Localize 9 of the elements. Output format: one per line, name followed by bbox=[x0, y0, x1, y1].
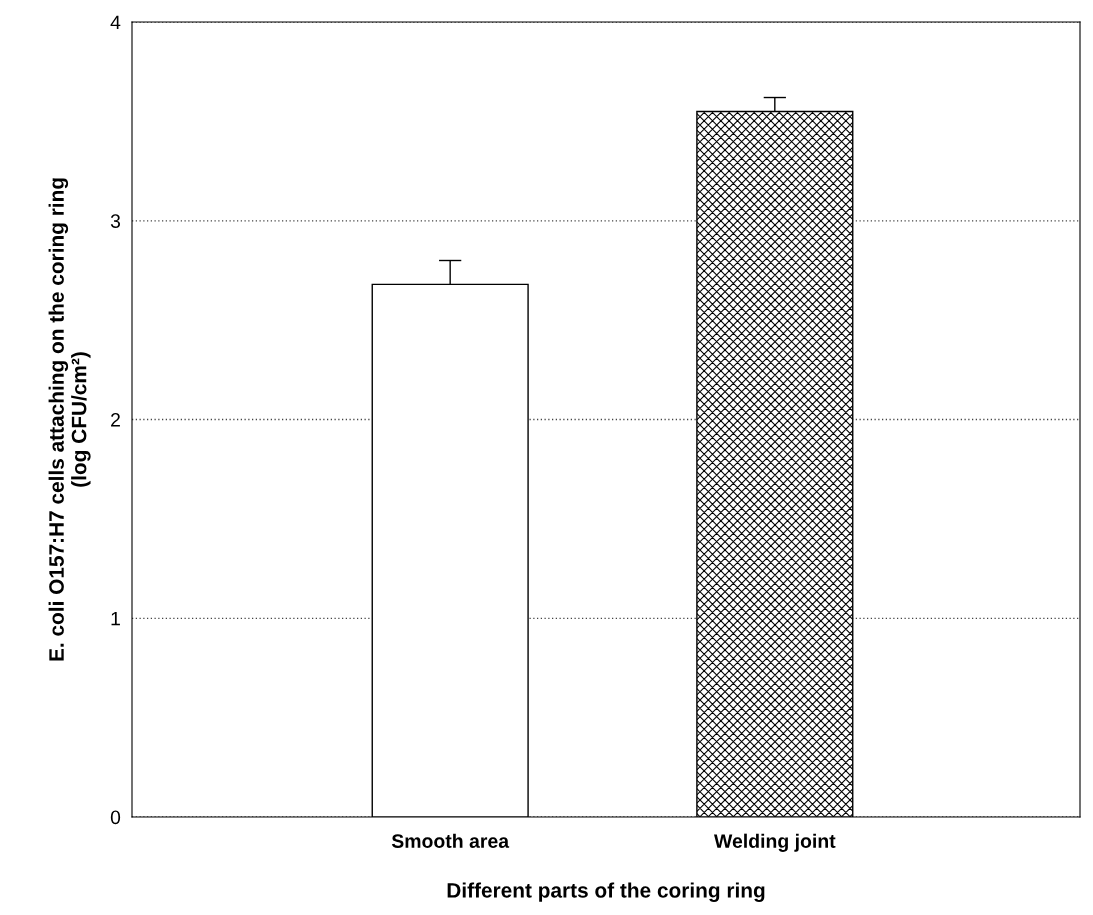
y-tick-label: 2 bbox=[111, 412, 120, 427]
y-tick-label: 0 bbox=[110, 810, 121, 825]
x-axis-title: Different parts of the coring ring bbox=[447, 882, 765, 902]
y-tick-label: 3 bbox=[110, 214, 121, 228]
x-tick-label: Smooth area bbox=[391, 833, 510, 848]
y-axis-title: E. coli O157:H7 cells attaching on the coring ring (log CFU/cm²) bbox=[48, 178, 91, 661]
y-tick-label: 1 bbox=[111, 611, 120, 626]
x-tick-label: Welding joint bbox=[713, 833, 836, 852]
y-tick-label: 4 bbox=[110, 15, 121, 30]
